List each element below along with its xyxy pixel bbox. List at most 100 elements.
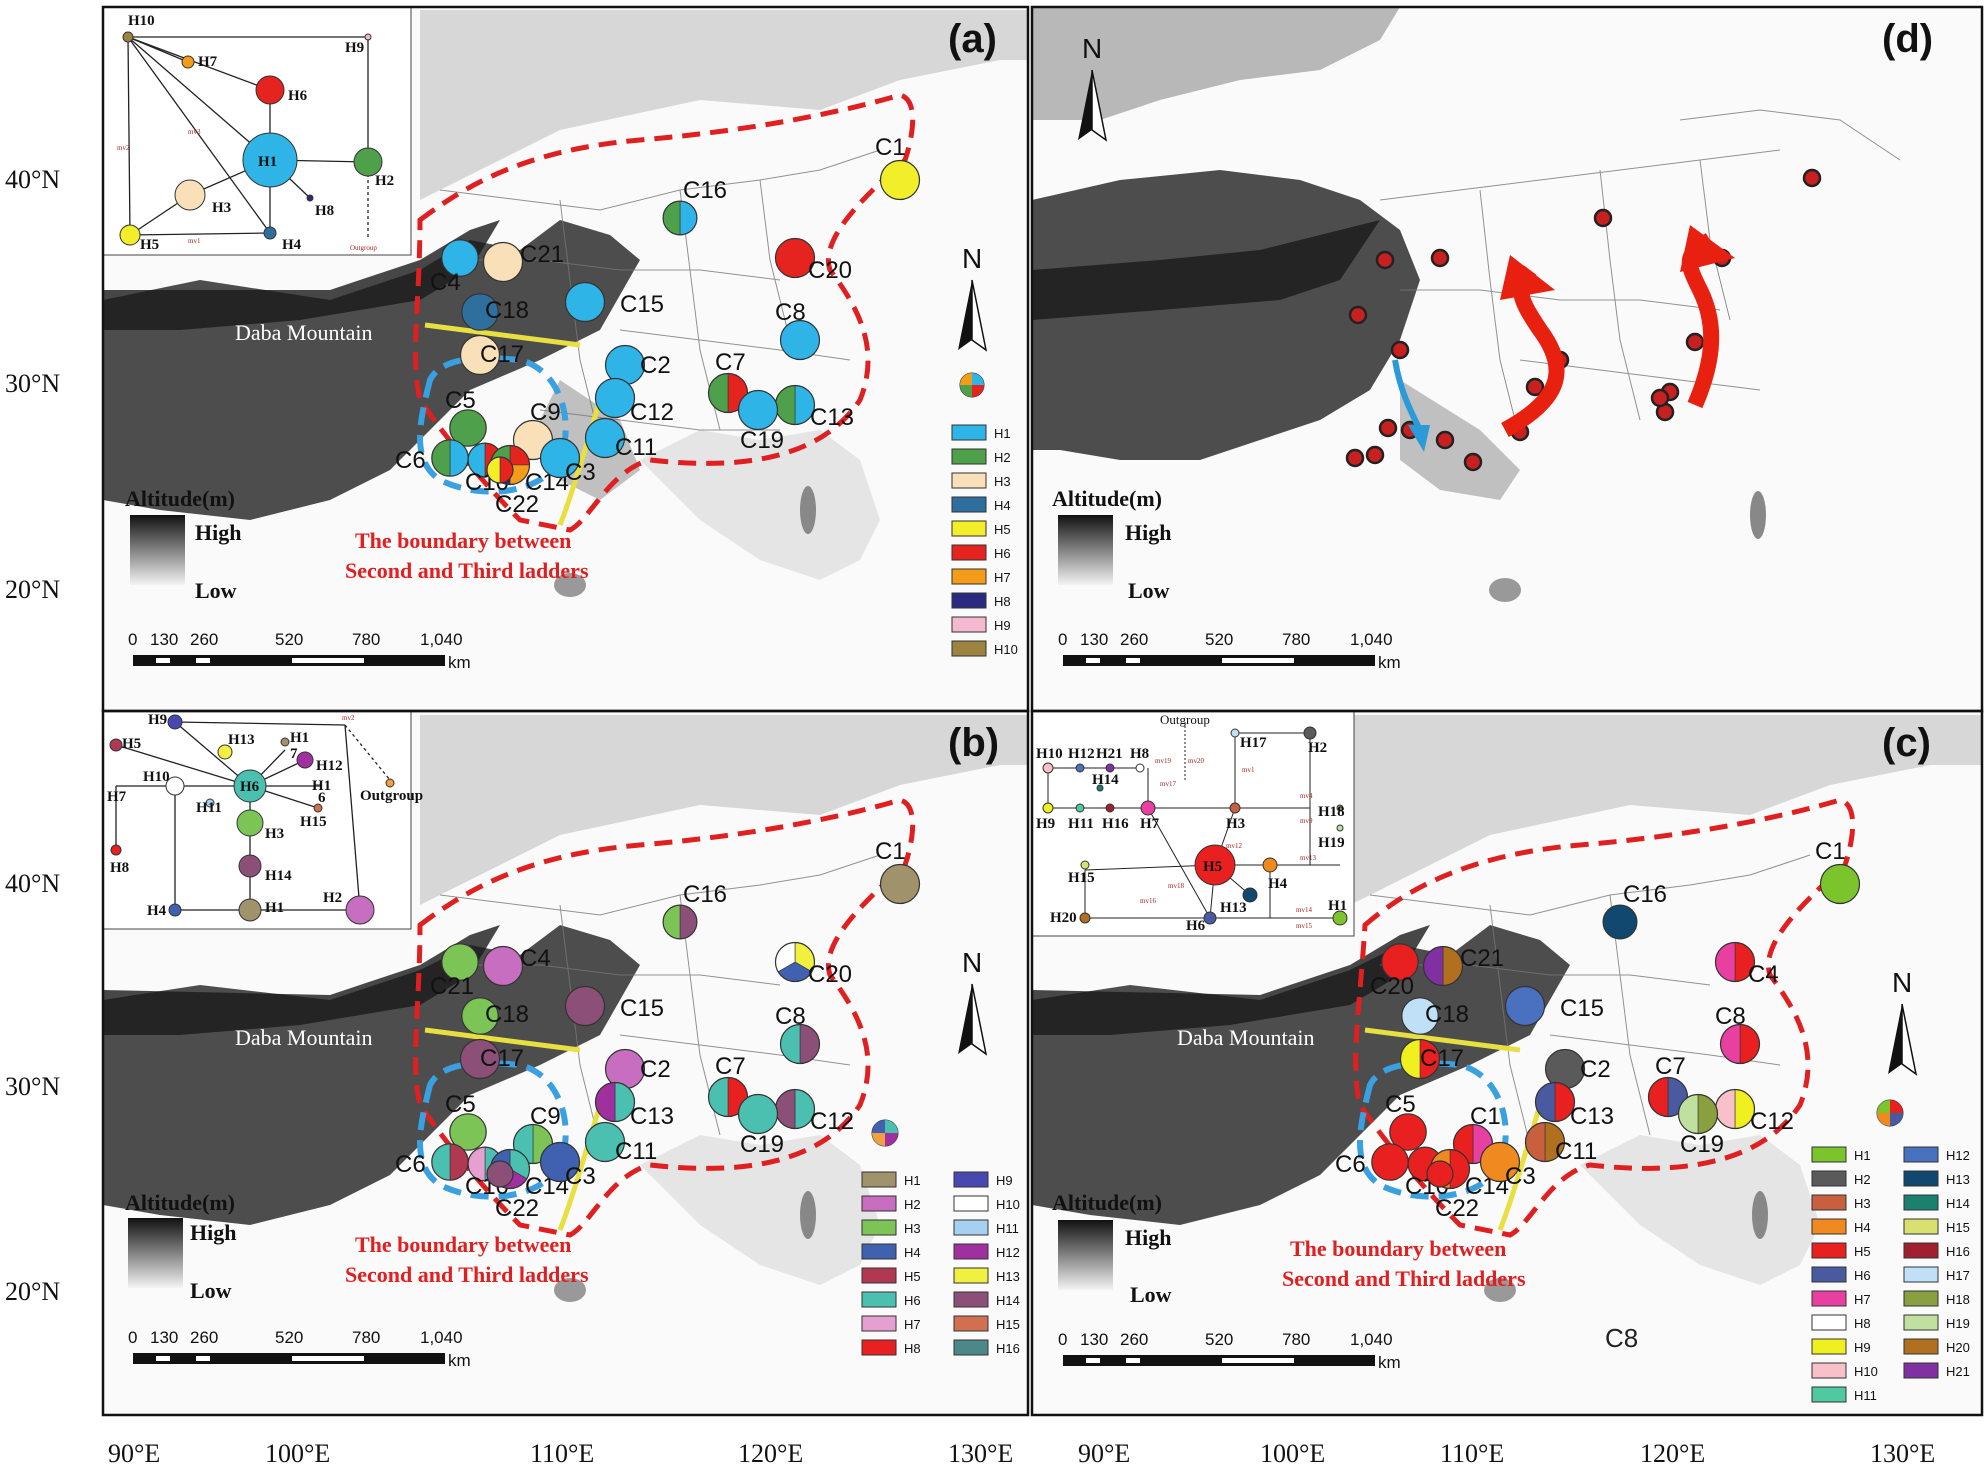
legend-label: H2 [1854, 1172, 1871, 1187]
site-label-c2: C2 [1580, 1056, 1611, 1083]
y-tick-40n-bottom: 40°N [5, 869, 60, 898]
site-pie-c15 [564, 281, 606, 323]
legend-swatch [951, 448, 987, 465]
svg-text:km: km [1378, 1353, 1401, 1372]
svg-text:1,040: 1,040 [1350, 1330, 1393, 1349]
svg-text:N: N [1082, 33, 1102, 64]
svg-text:780: 780 [352, 630, 380, 649]
legend-label: H8 [994, 594, 1011, 609]
legend-swatch [861, 1219, 897, 1236]
svg-text:H6: H6 [240, 779, 260, 795]
taiwan-island-d [1750, 491, 1766, 539]
legend-swatch [1903, 1170, 1939, 1187]
site-label-c9: C9 [530, 399, 561, 426]
svg-text:mv2: mv2 [117, 144, 130, 152]
terrain-south-c [1580, 1135, 1820, 1285]
svg-text:Low: Low [190, 1278, 232, 1303]
panel-frames [101, 5, 1984, 1417]
site-label-c22: C22 [495, 491, 539, 518]
svg-text:7: 7 [290, 746, 298, 762]
site-label-c1: C1 [875, 838, 906, 865]
legend-entry-h10: H10 [951, 640, 1018, 657]
legend-label: H18 [1946, 1292, 1970, 1307]
svg-text:H4: H4 [282, 237, 302, 253]
legend-label: H9 [1854, 1340, 1871, 1355]
boundary-text-c-line1: The boundary between [1290, 1236, 1506, 1261]
svg-text:H4: H4 [1268, 876, 1288, 892]
boundary-text-b-line1: The boundary between [355, 1232, 571, 1257]
site-label-c1: C1 [1815, 838, 1846, 865]
site-pie-c6 [1371, 1143, 1409, 1181]
haplotype-network-a: H10 H7 H9 H6 H1 H2 H3 H8 H5 H4 Outgroup … [103, 7, 412, 256]
legend-label: H13 [996, 1269, 1020, 1284]
terrain-ridge-c [1032, 925, 1430, 1035]
sample-dot [1378, 418, 1398, 438]
svg-text:H10: H10 [1036, 746, 1063, 762]
site-pie-c11 [1524, 1121, 1566, 1163]
terrain-south-b [640, 1135, 880, 1285]
x-tick-100e-left: 100°E [265, 1439, 330, 1468]
site-pie-c22 [1426, 1160, 1454, 1188]
legend-label: H6 [904, 1293, 921, 1308]
svg-text:Outgroup: Outgroup [350, 244, 377, 252]
legend-label: H16 [996, 1341, 1020, 1356]
site-pie-c4 [441, 943, 479, 981]
legend-swatch [953, 1267, 989, 1284]
site-label-c19: C19 [740, 427, 784, 454]
site-pie-c21 [482, 241, 524, 283]
taiwan-island [800, 486, 816, 534]
panel-a: Daba Mountain The boundary between Secon… [103, 7, 1028, 711]
scale-bar-d: 0 130 260 520 780 1,040 km [1058, 630, 1401, 672]
legend-entry-h1: H1 [951, 424, 1011, 441]
site-label-c8: C8 [1715, 1003, 1746, 1030]
site-label-c12: C13 [630, 1103, 674, 1130]
site-pie-c18 [461, 997, 499, 1035]
legend-entry-h5: H5 [951, 520, 1011, 537]
legend-entry-h11: H11 [953, 1219, 1019, 1236]
sample-dot [1463, 452, 1483, 472]
site-label-c11: C11 [615, 1138, 657, 1165]
svg-text:mv13: mv13 [1300, 854, 1316, 862]
svg-text:H16: H16 [1102, 816, 1129, 832]
site-label-c17: C17 [1420, 1045, 1464, 1072]
legend-swatch [951, 592, 987, 609]
legend-entry-h3: H3 [861, 1219, 921, 1236]
svg-text:mv19: mv19 [1155, 757, 1171, 765]
svg-text:H5: H5 [1203, 859, 1222, 875]
panel-label-a: (a) [948, 17, 997, 61]
terrain-south [640, 430, 880, 580]
panel-label-b: (b) [948, 721, 999, 765]
y-tick-30n-top: 30°N [5, 369, 60, 398]
legend-label: H2 [904, 1197, 921, 1212]
svg-text:H12: H12 [316, 758, 343, 774]
svg-text:mv1: mv1 [188, 237, 201, 245]
svg-text:H10: H10 [143, 769, 170, 785]
legend-entry-h2: H2 [861, 1195, 921, 1212]
legend-entry-h6: H6 [951, 544, 1011, 561]
legend-label: H3 [1854, 1196, 1871, 1211]
svg-text:H1: H1 [312, 778, 331, 794]
svg-text:mv3: mv3 [188, 128, 201, 136]
daba-mountain-label-b: Daba Mountain [235, 1025, 372, 1050]
legend-label: H7 [994, 570, 1011, 585]
svg-text:520: 520 [1205, 630, 1233, 649]
panel-c: Daba Mountain The boundary between Secon… [1032, 711, 1982, 1415]
altitude-legend-a: Altitude(m) High Low [125, 486, 241, 603]
svg-text:H7: H7 [107, 789, 127, 805]
legend-swatch [1811, 1386, 1847, 1403]
site-pie-c13 [774, 384, 816, 426]
legend-label: H4 [1854, 1220, 1871, 1235]
site-pie-c15 [564, 985, 606, 1027]
svg-text:130: 130 [1080, 630, 1108, 649]
site-label-c7: C7 [715, 349, 746, 376]
scale-bar-a: 0 130 260 520 780 1,040 km [128, 630, 471, 672]
province-borders-d [1379, 109, 1901, 441]
legend-label: H9 [994, 618, 1011, 633]
site-label-c6: C6 [1335, 1151, 1366, 1178]
hainan-island [554, 573, 586, 597]
svg-text:mv17: mv17 [1160, 780, 1176, 788]
legend-entries-b: H1H2H3H4H5H6H7H8H9H10H11H12H13H14H15H16H… [861, 1171, 1020, 1356]
legend-entry-h3: H3 [951, 472, 1011, 489]
legend-swatch [1811, 1266, 1847, 1283]
